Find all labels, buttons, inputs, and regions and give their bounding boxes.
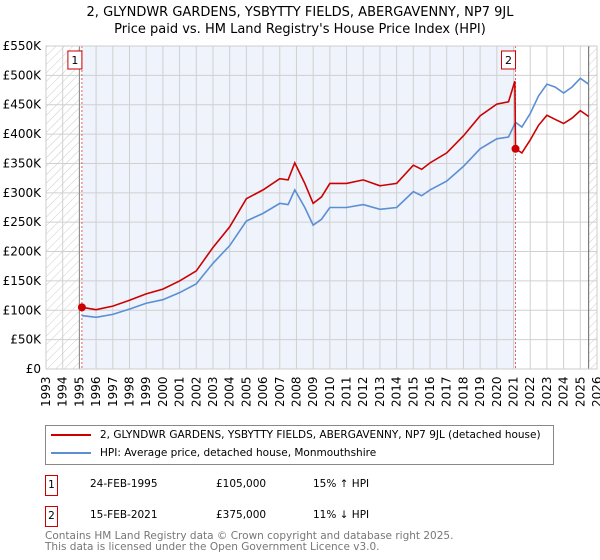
sale-date: 24-FEB-1995: [90, 478, 158, 490]
x-tick-label: 2024: [557, 376, 571, 407]
x-tick-label: 2007: [273, 376, 287, 407]
y-tick-label: £100K: [3, 303, 43, 317]
x-tick-label: 2017: [440, 376, 454, 407]
legend-item-hpi: HPI: Average price, detached house, Monm…: [51, 447, 376, 459]
sale-label-box: [501, 50, 517, 70]
x-tick-label: 2018: [456, 376, 470, 407]
y-tick-label: £250K: [3, 215, 43, 229]
x-tick-label: 2011: [340, 376, 354, 407]
sale-price: £375,000: [216, 509, 267, 521]
y-tick-label: £500K: [3, 68, 43, 82]
ownership-period-shade: [81, 46, 516, 369]
x-tick-label: 1995: [72, 376, 86, 407]
y-tick-label: £550K: [3, 39, 43, 53]
x-tick-label: 1996: [89, 376, 103, 407]
y-tick-label: £350K: [3, 156, 43, 170]
x-tick-label: 2014: [390, 376, 404, 407]
x-tick-label: 2016: [423, 376, 437, 407]
legend-swatch-red: [51, 434, 91, 436]
footer-line: This data is licensed under the Open Gov…: [45, 541, 380, 553]
sale-hpi: 11% ↓ HPI: [313, 509, 370, 521]
y-tick-label: £50K: [10, 333, 42, 347]
footer: Contains HM Land Registry data © Crown c…: [45, 531, 453, 553]
x-tick-label: 2003: [206, 376, 220, 407]
sale-price: £105,000: [216, 478, 267, 490]
y-tick-label: £400K: [3, 127, 43, 141]
x-tick-label: 2005: [239, 376, 253, 407]
x-tick-label: 2008: [289, 376, 303, 407]
y-tick-label: £300K: [3, 186, 43, 200]
x-tick-label: 1994: [56, 376, 70, 407]
legend-label: HPI: Average price, detached house, Monm…: [100, 447, 377, 459]
x-tick-label: 1999: [139, 376, 153, 407]
y-tick-label: £450K: [3, 98, 43, 112]
x-tick-label: 2009: [306, 376, 320, 407]
sale-label: 2: [505, 54, 512, 67]
sale-label: 1: [71, 54, 78, 67]
x-tick-label: 2000: [156, 376, 170, 407]
sale-label-box: [67, 50, 83, 70]
legend-item-property: 2, GLYNDWR GARDENS, YSBYTTY FIELDS, ABER…: [51, 429, 541, 441]
sale-hpi: 15% ↑ HPI: [313, 478, 370, 490]
legend-swatch-blue: [51, 452, 91, 454]
sale-badge: 1: [45, 475, 58, 496]
x-tick-label: 2021: [507, 376, 521, 407]
legend: 2, GLYNDWR GARDENS, YSBYTTY FIELDS, ABER…: [45, 425, 554, 465]
x-tick-label: 2025: [573, 376, 587, 407]
chart-plot: 1993 1994 1995 1996 1997 1998 1999 2000 2001 2002…: [3, 39, 600, 407]
x-tick-label: 2020: [490, 376, 504, 407]
sale-point: [511, 144, 520, 153]
hatched-region-after: [588, 46, 597, 369]
chart-title: 2, GLYNDWR GARDENS, YSBYTTY FIELDS, ABER…: [86, 5, 514, 20]
sale-date: 15-FEB-2021: [90, 509, 158, 521]
x-tick-label: 2013: [373, 376, 387, 407]
plot-border: [45, 45, 598, 370]
x-tick-label: 2026: [590, 376, 600, 407]
chart-subtitle: Price paid vs. HM Land Registry's House …: [114, 22, 486, 37]
x-tick-label: 2001: [173, 376, 187, 407]
x-tick-label: 2015: [406, 376, 420, 407]
x-tick-label: 1993: [39, 376, 53, 407]
x-tick-label: 2002: [189, 376, 203, 407]
x-tick-label: 1997: [106, 376, 120, 407]
y-tick-label: £150K: [3, 274, 43, 288]
sale-point: [77, 303, 86, 312]
x-tick-label: 1998: [122, 376, 136, 407]
x-tick-label: 2023: [540, 376, 554, 407]
price-paid-line: [81, 81, 590, 311]
x-tick-label: 2019: [473, 376, 487, 407]
legend-label: 2, GLYNDWR GARDENS, YSBYTTY FIELDS, ABER…: [100, 429, 541, 441]
hpi-line: [81, 77, 590, 319]
footer-line: Contains HM Land Registry data © Crown c…: [45, 530, 454, 542]
x-tick-label: 2004: [223, 376, 237, 407]
y-tick-label: £0: [26, 362, 41, 376]
x-tick-label: 2006: [256, 376, 270, 407]
x-tick-label: 2012: [356, 376, 370, 407]
x-tick-label: 2010: [323, 376, 337, 407]
y-tick-label: £200K: [3, 245, 43, 259]
sale-badge: 2: [45, 506, 58, 527]
x-tick-label: 2022: [523, 376, 537, 407]
